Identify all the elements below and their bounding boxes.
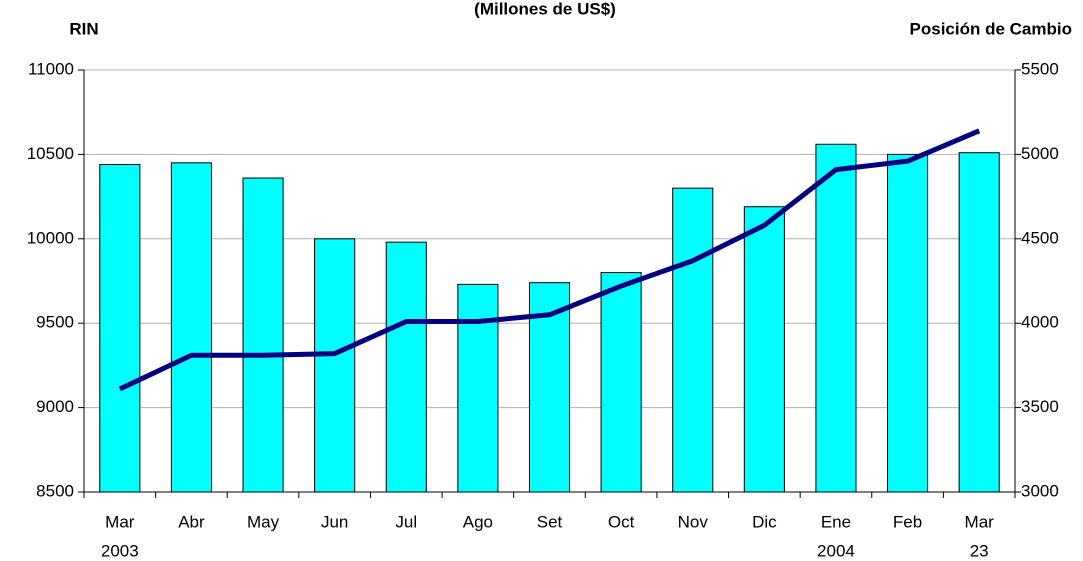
x-tick-label: Oct (608, 512, 635, 531)
x-tick-label: Jul (395, 512, 417, 531)
x-tick-sublabel: 23 (970, 541, 989, 560)
x-tick-sublabel: 2003 (101, 541, 139, 560)
y-tick-label: 8500 (36, 481, 74, 500)
x-tick-label: Mar (105, 512, 135, 531)
bar (170, 162, 212, 493)
y2-tick-label: 4000 (1021, 313, 1059, 332)
y-axis-label: RIN (69, 19, 98, 38)
y2-tick-label: 4500 (1021, 228, 1059, 247)
y2-tick-label: 5500 (1021, 59, 1059, 78)
bar (958, 152, 1000, 493)
x-tick-label: Set (537, 512, 563, 531)
bar (99, 164, 141, 493)
bar (457, 283, 499, 493)
y2-tick-label: 5000 (1021, 144, 1059, 163)
bar (815, 143, 857, 493)
x-tick-label: Mar (965, 512, 995, 531)
x-tick-label: Nov (678, 512, 709, 531)
x-tick-label: Dic (752, 512, 777, 531)
x-tick-label: Feb (893, 512, 922, 531)
y2-tick-label: 3500 (1021, 397, 1059, 416)
chart-subtitle: (Millones de US$) (474, 0, 616, 18)
x-tick-label: Ene (821, 512, 851, 531)
y-tick-label: 9000 (36, 397, 74, 416)
x-tick-sublabel: 2004 (817, 541, 855, 560)
bar (314, 238, 356, 493)
y2-tick-label: 3000 (1021, 481, 1059, 500)
y-tick-label: 9500 (36, 313, 74, 332)
bar (600, 272, 642, 493)
bar (672, 187, 714, 493)
y-tick-label: 11000 (28, 59, 74, 78)
y-tick-label: 10500 (27, 144, 74, 163)
bar (242, 177, 284, 493)
bar (887, 153, 929, 493)
x-tick-label: Abr (178, 512, 205, 531)
bar (385, 241, 427, 493)
x-tick-label: Jun (321, 512, 348, 531)
x-tick-label: Ago (463, 512, 493, 531)
x-tick-label: May (247, 512, 280, 531)
line (118, 128, 981, 392)
bar (743, 206, 785, 493)
y2-axis-label: Posición de Cambio (910, 19, 1072, 38)
y-tick-label: 10000 (27, 228, 74, 247)
